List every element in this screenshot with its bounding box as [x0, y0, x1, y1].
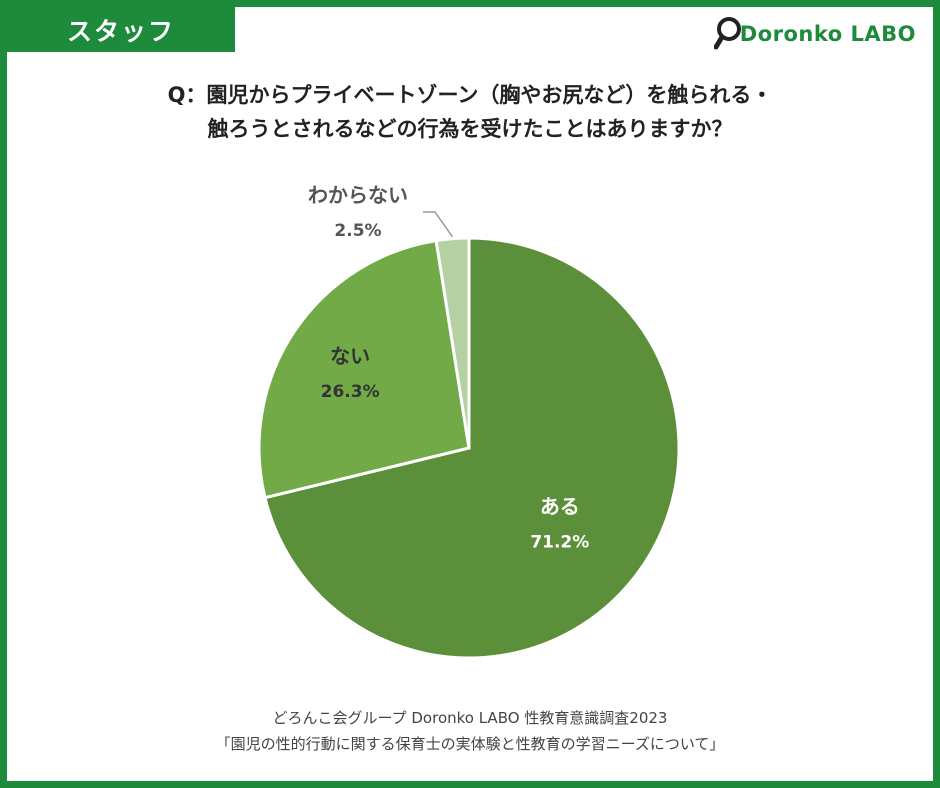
footer-line-2: 「園児の性的行動に関する保育士の実体験と性教育の学習ニーズについて」 [215, 735, 725, 753]
logo-text: Doronko LABO [739, 22, 916, 46]
slice-label-1: ある [540, 494, 580, 518]
slice-value-1: 71.2% [530, 532, 589, 552]
title-line-1: Q：園児からプライベートゾーン（胸やお尻など）を触られる・ [167, 83, 773, 107]
pie-slice-1 [263, 236, 681, 660]
category-tag: スタッフ [7, 7, 235, 52]
pie-slice-3 [434, 236, 471, 449]
slice-value-3: 2.5% [334, 221, 381, 241]
footer: どろんこ会グループ Doronko LABO 性教育意識調査2023 「園児の性… [0, 705, 940, 757]
leader-line-3 [423, 211, 453, 238]
slice-label-3: わからない [308, 183, 408, 207]
logo: Doronko LABO [713, 14, 916, 54]
pie-slice-2 [257, 238, 471, 500]
slice-label-2: ない [330, 344, 370, 368]
slice-value-2: 26.3% [321, 382, 380, 402]
magnifier-icon [713, 17, 741, 50]
pie-chart: ある 71.2% ない 26.3% わからない 2.5% [257, 183, 681, 660]
footer-line-1: どろんこ会グループ Doronko LABO 性教育意識調査2023 [272, 709, 668, 727]
question-title: Q：園児からプライベートゾーン（胸やお尻など）を触られる・ 触ろうとされるなどの… [0, 78, 940, 146]
title-line-2: 触ろうとされるなどの行為を受けたことはありますか？ [207, 117, 733, 141]
